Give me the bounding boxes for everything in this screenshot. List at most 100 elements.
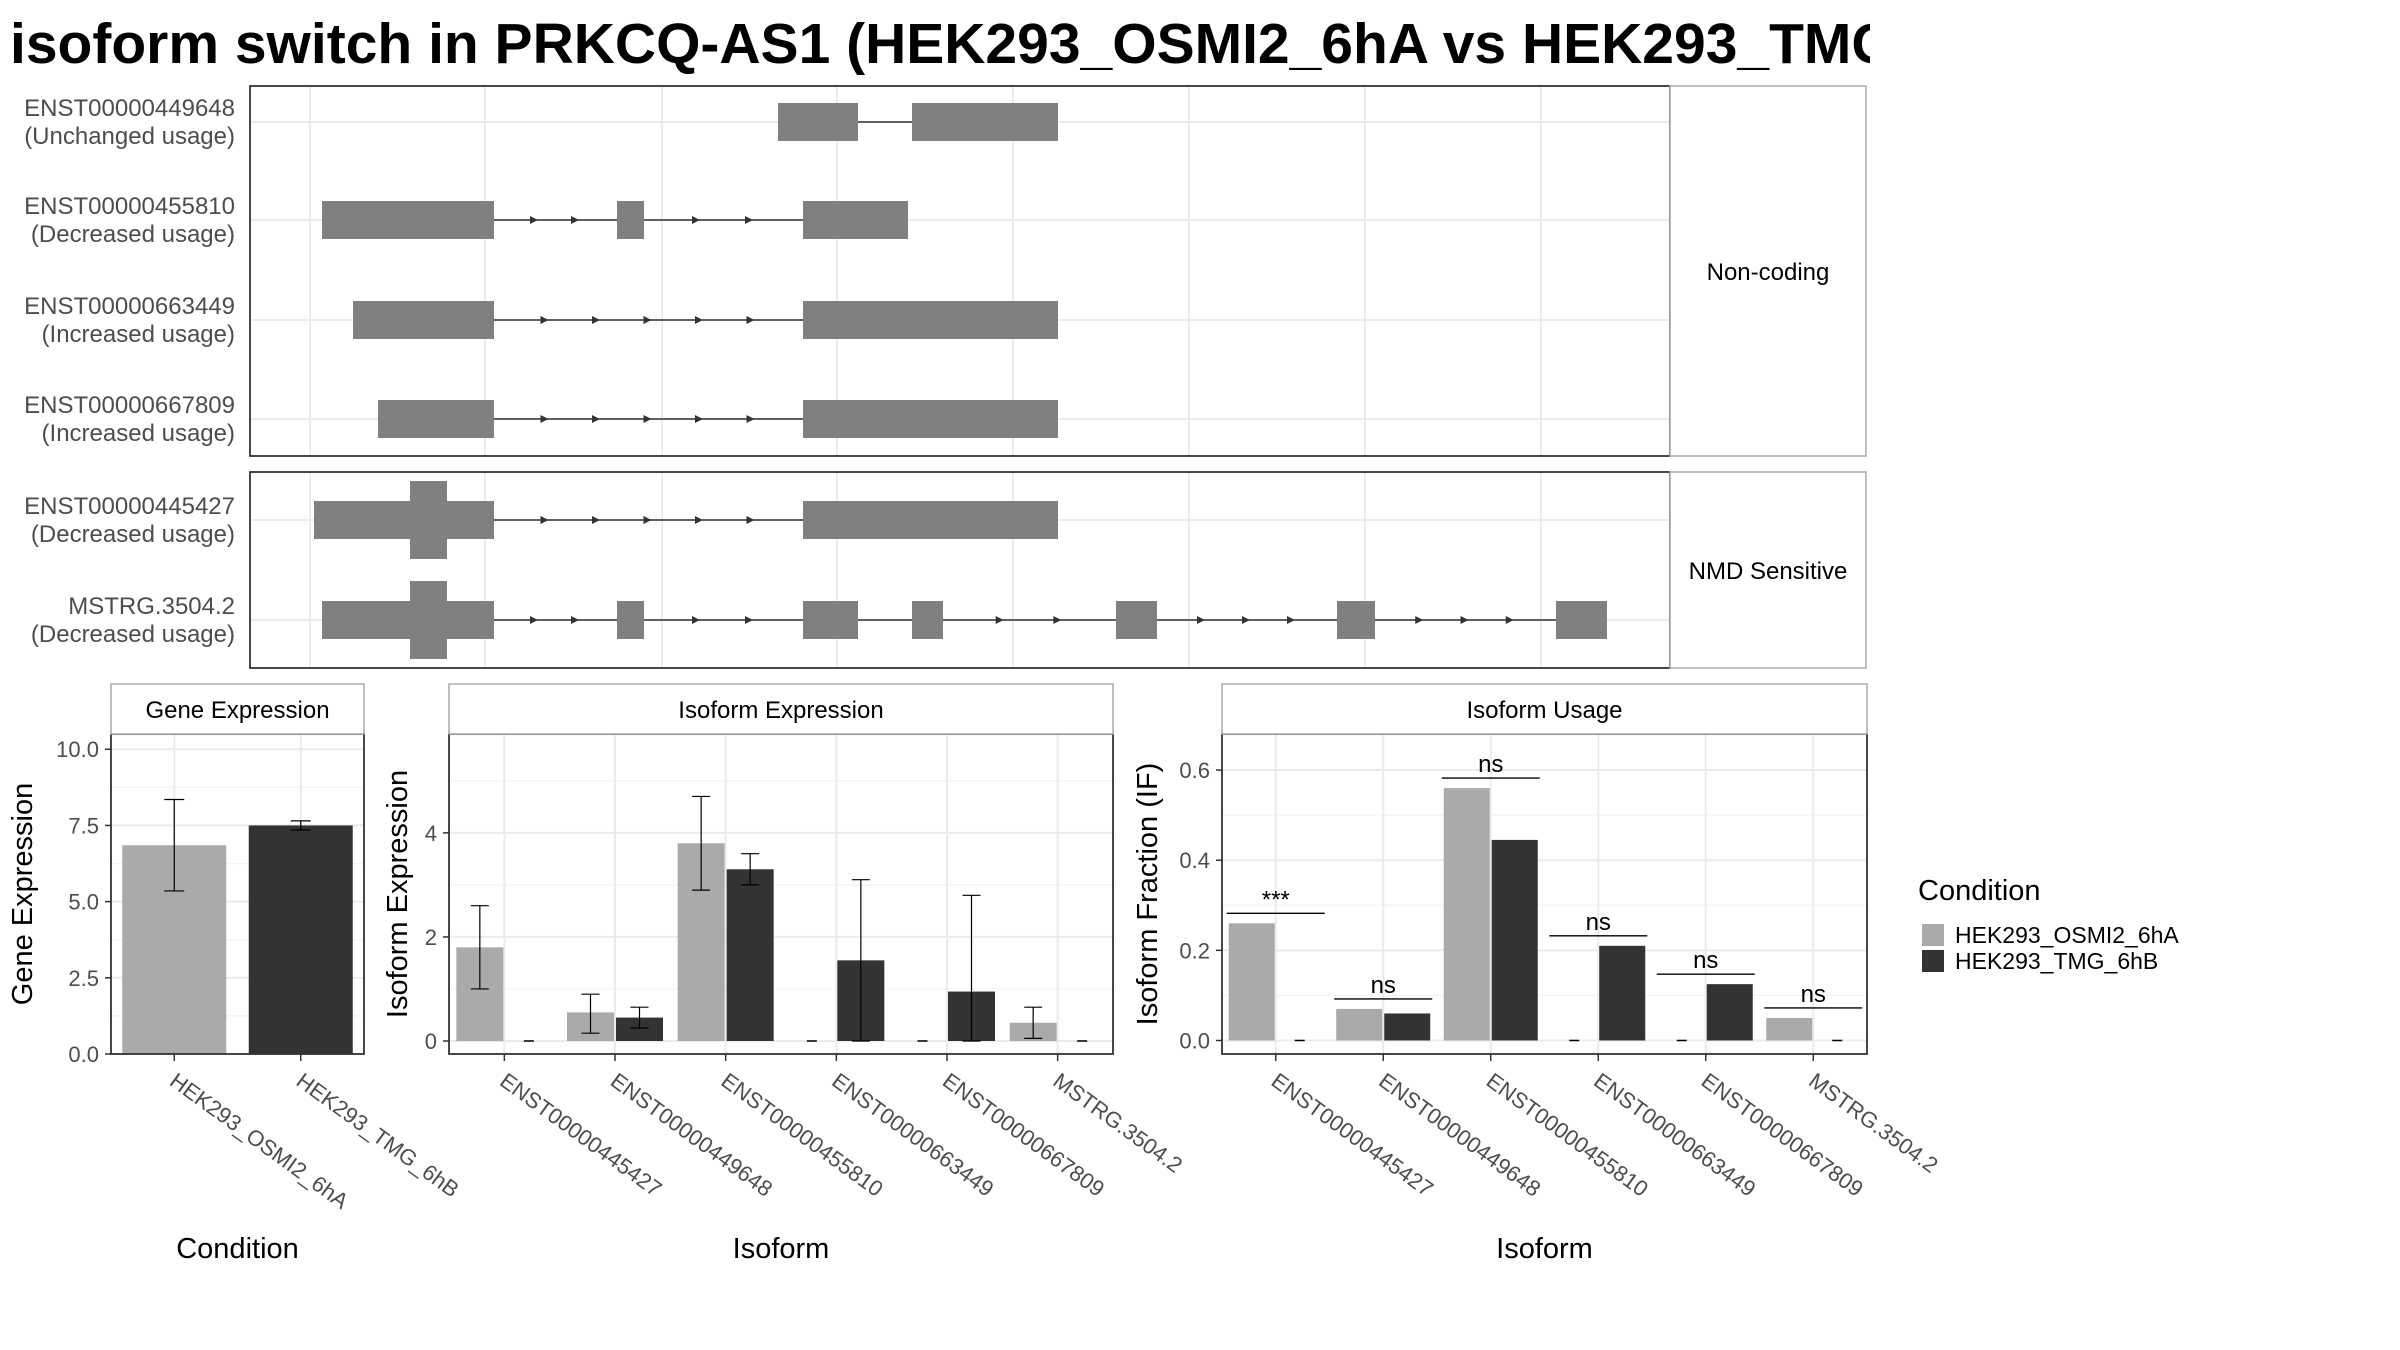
isoform-label-enst00000663449: ENST00000663449 [24, 293, 235, 320]
isoform-expression-y-tick-label: 0 [425, 1029, 437, 1054]
isoform-usage-significance-label: *** [1262, 886, 1290, 913]
isoform-usage-mstrg-3504-2: (Decreased usage) [31, 621, 235, 648]
exon [1556, 601, 1607, 639]
exon [803, 501, 1058, 539]
isoform-usage-bar-enst00000455810-hek293-tmg-6hb [1491, 839, 1538, 1041]
isoform-expression-bar-enst00000449648-hek293-tmg-6hb [616, 1017, 663, 1041]
exon [378, 400, 494, 438]
isoform-usage-enst00000667809: (Increased usage) [42, 420, 235, 447]
isoform-expression-strip [448, 683, 1114, 735]
gene-expression-y-tick-label: 0.0 [68, 1042, 99, 1067]
exon [912, 601, 943, 639]
coding-region [410, 481, 447, 559]
intron-arrow [540, 415, 549, 423]
gene-expression-x-axis-title: Condition [176, 1233, 299, 1265]
exon [803, 400, 1058, 438]
intron-arrow [643, 316, 652, 324]
intron-arrow [540, 316, 549, 324]
exon [322, 201, 494, 239]
exon [803, 201, 908, 239]
intron-arrow [1505, 616, 1514, 624]
intron-arrow [1287, 616, 1295, 624]
isoform-usage-panel [1222, 734, 1867, 1054]
intron-arrow [692, 216, 700, 224]
intron-arrow [1460, 616, 1469, 624]
intron-arrow [695, 415, 703, 423]
isoform-label-enst00000667809: ENST00000667809 [24, 392, 235, 419]
legend-label-hek293-tmg-6hb: HEK293_TMG_6hB [1955, 948, 2158, 974]
figure-title: isoform switch in PRKCQ-AS1 (HEK293_OSMI… [10, 12, 1870, 76]
isoform-usage-y-tick-label: 0.2 [1179, 938, 1210, 963]
isoform-label-enst00000449648: ENST00000449648 [24, 95, 235, 122]
gene-expression-y-tick-label: 2.5 [68, 966, 99, 991]
intron-arrow [530, 616, 538, 624]
isoform-label-enst00000445427: ENST00000445427 [24, 493, 235, 520]
gene-expression-y-tick-label: 10.0 [56, 737, 99, 762]
isoform-usage-significance-label: ns [1693, 947, 1718, 974]
intron-arrow [695, 516, 703, 524]
gene-expression-y-tick-label: 5.0 [68, 890, 99, 915]
facet-strip-non-coding [1669, 85, 1867, 457]
isoform-usage-bar-enst00000449648-hek293-tmg-6hb [1384, 1013, 1431, 1041]
isoform-usage-bar-enst00000667809-hek293-tmg-6hb [1706, 984, 1753, 1041]
intron-arrow [540, 516, 549, 524]
isoform-usage-significance-label: ns [1371, 972, 1396, 999]
isoform-usage-significance-label: ns [1801, 981, 1826, 1008]
intron-arrow [530, 216, 538, 224]
intron-arrow [746, 316, 755, 324]
isoform-expression-panel [449, 734, 1113, 1054]
intron-arrow [692, 616, 700, 624]
isoform-usage-bar-enst00000455810-hek293-osmi2-6ha [1443, 788, 1490, 1041]
facet-strip-nmd-sensitive [1669, 471, 1867, 669]
exon [314, 501, 494, 539]
isoform-usage-y-tick-label: 0.6 [1179, 758, 1210, 783]
facet-label-nmd-sensitive: NMD Sensitive [1689, 558, 1848, 585]
isoform-usage-bar-enst00000449648-hek293-osmi2-6ha [1336, 1008, 1383, 1041]
exon [778, 103, 858, 141]
gene-expression-bar-hek293-tmg-6hb [248, 825, 353, 1054]
intron-arrow [592, 316, 600, 324]
gene-expression-panel-title: Gene Expression [145, 697, 329, 724]
gene-expression-strip [110, 683, 365, 735]
isoform-expression-y-axis-title: Isoform Expression [382, 770, 414, 1018]
exon [322, 601, 494, 639]
intron-arrow [1197, 616, 1205, 624]
isoform-usage-significance-label: ns [1586, 909, 1611, 936]
isoform-usage-y-axis-title: Isoform Fraction (IF) [1132, 763, 1164, 1026]
exon [803, 301, 1058, 339]
intron-arrow [745, 616, 753, 624]
isoform-label-enst00000455810: ENST00000455810 [24, 193, 235, 220]
isoform-expression-y-tick-label: 2 [425, 925, 437, 950]
intron-arrow [592, 516, 600, 524]
gene-expression-y-tick-label: 7.5 [68, 813, 99, 838]
exon [353, 301, 494, 339]
intron-arrow [1242, 616, 1250, 624]
isoform-usage-enst00000449648: (Unchanged usage) [24, 123, 235, 150]
legend-swatch-hek293-tmg-6hb [1922, 950, 1944, 972]
isoform-expression-x-axis-title: Isoform [733, 1233, 830, 1265]
isoform-usage-bar-enst00000445427-hek293-osmi2-6ha [1228, 923, 1275, 1041]
isoform-usage-strip [1221, 683, 1868, 735]
exon [617, 201, 644, 239]
intron-arrow [746, 415, 755, 423]
intron-arrow [695, 316, 703, 324]
intron-arrow [592, 415, 600, 423]
legend-title: Condition [1918, 875, 2041, 907]
coding-region [410, 581, 447, 659]
exon [803, 601, 858, 639]
intron-arrow [1415, 616, 1424, 624]
exon [1337, 601, 1375, 639]
intron-arrow [571, 616, 579, 624]
isoform-usage-significance-label: ns [1478, 751, 1503, 778]
isoform-usage-y-tick-label: 0.0 [1179, 1028, 1210, 1053]
intron-arrow [643, 516, 652, 524]
structure-panel-non-coding [250, 86, 1670, 456]
isoform-expression-y-tick-label: 4 [425, 821, 437, 846]
intron-arrow [746, 516, 755, 524]
isoform-expression-bar-enst00000455810-hek293-tmg-6hb [726, 869, 774, 1041]
isoform-usage-bar-enst00000663449-hek293-tmg-6hb [1599, 945, 1646, 1041]
intron-arrow [643, 415, 652, 423]
legend-swatch-hek293-osmi2-6ha [1922, 924, 1944, 946]
intron-arrow [745, 216, 753, 224]
